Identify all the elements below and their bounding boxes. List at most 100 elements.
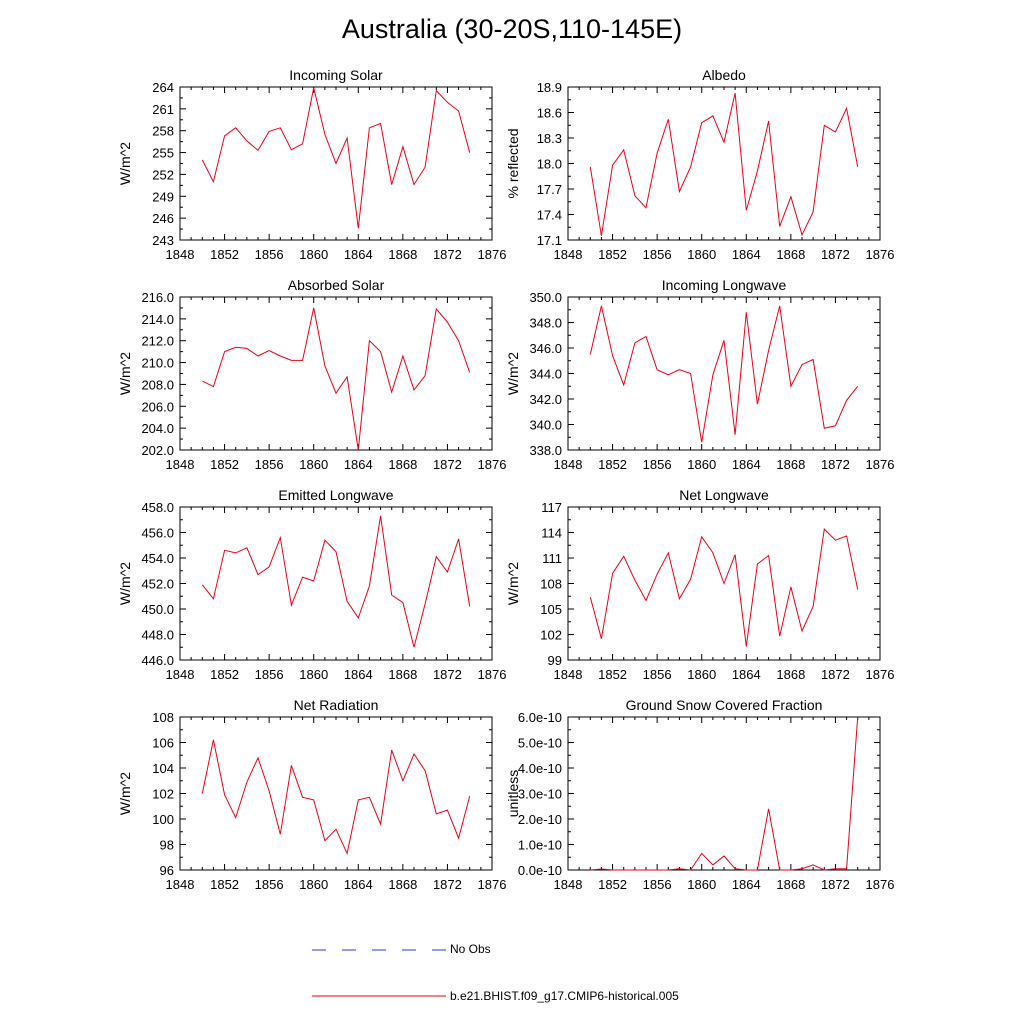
- x-tick-label: 1856: [255, 457, 284, 472]
- x-tick-label: 1868: [388, 457, 417, 472]
- y-tick-label: 3.0e-10: [518, 787, 562, 802]
- x-tick-label: 1872: [433, 667, 462, 682]
- legend-label-model: b.e21.BHIST.f09_g17.CMIP6-historical.005: [450, 989, 679, 1003]
- x-tick-label: 1848: [166, 247, 195, 262]
- y-tick-label: 104: [152, 761, 174, 776]
- plot-frame: [179, 716, 493, 871]
- legend: [312, 949, 446, 997]
- y-tick-label: 346.0: [529, 341, 562, 356]
- y-axis-label: unitless: [505, 770, 521, 817]
- y-tick-label: 348.0: [529, 316, 562, 331]
- y-tick-label: 105: [540, 602, 562, 617]
- x-tick-label: 1876: [478, 457, 507, 472]
- x-tick-label: 1848: [554, 667, 583, 682]
- y-tick-label: 18.6: [537, 106, 562, 121]
- series-line: [201, 87, 471, 229]
- y-tick-label: 210.0: [141, 356, 174, 371]
- x-tick-label: 1852: [210, 877, 239, 892]
- y-tick-label: 258: [152, 124, 174, 139]
- y-axis-label: W/m^2: [117, 142, 133, 185]
- plot-frame: [567, 296, 881, 451]
- x-tick-label: 1872: [821, 667, 850, 682]
- y-axis-label: W/m^2: [505, 352, 521, 395]
- y-tick-label: 246: [152, 211, 174, 226]
- y-tick-label: 264: [152, 80, 174, 95]
- x-tick-label: 1872: [821, 457, 850, 472]
- y-tick-label: 342.0: [529, 392, 562, 407]
- x-tick-label: 1856: [255, 247, 284, 262]
- y-tick-label: 456.0: [141, 526, 174, 541]
- series-line: [202, 307, 471, 451]
- y-tick-label: 102: [152, 787, 174, 802]
- x-tick-label: 1848: [166, 667, 195, 682]
- plot-frame: [567, 716, 881, 871]
- y-tick-label: 102: [540, 628, 562, 643]
- y-axis-label: W/m^2: [117, 562, 133, 605]
- y-tick-label: 108: [540, 577, 562, 592]
- panel-title: Incoming Longwave: [662, 277, 787, 293]
- y-axis-label: W/m^2: [505, 562, 521, 605]
- x-tick-label: 1848: [554, 247, 583, 262]
- x-tick-label: 1864: [344, 457, 373, 472]
- y-tick-label: 106: [152, 736, 174, 751]
- x-tick-label: 1852: [598, 457, 627, 472]
- series-line: [590, 716, 859, 871]
- y-tick-label: 249: [152, 189, 174, 204]
- y-tick-label: 458.0: [141, 500, 174, 515]
- y-tick-label: 18.9: [537, 80, 562, 95]
- y-tick-label: 446.0: [141, 653, 174, 668]
- y-tick-label: 17.1: [537, 233, 562, 248]
- x-tick-label: 1852: [210, 457, 239, 472]
- series-line: [589, 528, 859, 647]
- x-tick-label: 1876: [478, 247, 507, 262]
- y-tick-label: 6.0e-10: [518, 710, 562, 725]
- x-tick-label: 1876: [478, 877, 507, 892]
- panel-title: Ground Snow Covered Fraction: [626, 697, 823, 713]
- panel-absorbed-solar: Absorbed Solar W/m^2 1848 1852 1856 1860 1864 1…: [117, 277, 506, 472]
- x-tick-label: 1868: [776, 247, 805, 262]
- x-tick-label: 1868: [776, 457, 805, 472]
- y-axis-label: W/m^2: [117, 352, 133, 395]
- x-tick-label: 1872: [433, 247, 462, 262]
- series-line: [201, 515, 471, 648]
- x-tick-label: 1856: [643, 457, 672, 472]
- y-tick-label: 448.0: [141, 628, 174, 643]
- y-tick-label: 454.0: [141, 551, 174, 566]
- x-tick-label: 1852: [210, 247, 239, 262]
- panel-albedo: Albedo % reflected 1848 1852 1856 1860 1864 186…: [505, 67, 894, 262]
- x-tick-label: 1876: [866, 247, 895, 262]
- x-tick-label: 1864: [732, 667, 761, 682]
- panel-title: Albedo: [702, 67, 746, 83]
- y-tick-label: 255: [152, 146, 174, 161]
- x-tick-label: 1860: [299, 877, 328, 892]
- panel-title: Net Radiation: [294, 697, 379, 713]
- x-tick-label: 1856: [255, 877, 284, 892]
- panel-title: Emitted Longwave: [278, 487, 393, 503]
- y-tick-label: 17.7: [537, 182, 562, 197]
- x-tick-label: 1860: [299, 667, 328, 682]
- x-tick-label: 1868: [776, 877, 805, 892]
- x-tick-label: 1848: [554, 457, 583, 472]
- x-tick-label: 1852: [598, 877, 627, 892]
- x-tick-label: 1856: [643, 247, 672, 262]
- y-tick-label: 206.0: [141, 399, 174, 414]
- x-tick-label: 1864: [732, 877, 761, 892]
- panel-title: Incoming Solar: [289, 67, 383, 83]
- y-axis-label: W/m^2: [117, 772, 133, 815]
- y-tick-label: 243: [152, 233, 174, 248]
- x-tick-label: 1860: [687, 877, 716, 892]
- x-tick-label: 1876: [866, 877, 895, 892]
- y-tick-label: 114: [541, 526, 562, 541]
- panel-incoming-solar: Incoming Solar W/m^2 1848 1852 1856 1860 1864 1…: [117, 67, 506, 262]
- x-tick-label: 1864: [344, 667, 373, 682]
- y-tick-label: 212.0: [141, 334, 174, 349]
- x-tick-label: 1868: [776, 667, 805, 682]
- y-tick-label: 96: [160, 863, 174, 878]
- y-tick-label: 98: [160, 838, 174, 853]
- y-tick-label: 4.0e-10: [518, 761, 562, 776]
- y-tick-label: 216.0: [141, 290, 174, 305]
- x-tick-label: 1852: [210, 667, 239, 682]
- y-tick-label: 1.0e-10: [518, 838, 562, 853]
- x-tick-label: 1856: [643, 667, 672, 682]
- x-tick-label: 1848: [554, 877, 583, 892]
